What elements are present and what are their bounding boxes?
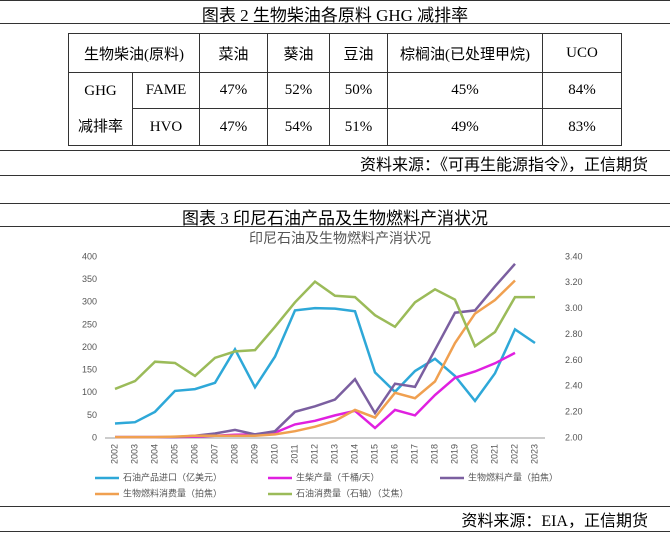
legend-label: 生柴产量（千桶/天）	[296, 471, 380, 482]
x-tick-label: 2010	[269, 444, 279, 464]
cell: 49%	[387, 108, 543, 146]
cell: 84%	[542, 72, 622, 109]
header-cell: 葵油	[267, 33, 330, 73]
source: 资料来源：EIA，正信期货	[461, 513, 648, 530]
x-tick-label: 2011	[289, 444, 299, 463]
x-tick-label: 2003	[129, 444, 139, 464]
x-tick-label: 2008	[229, 444, 239, 464]
header-cell: 棕榈油(已处理甲烷)	[387, 33, 543, 73]
y2-tick-label: 2.00	[565, 432, 583, 442]
x-tick-label: 2006	[189, 444, 199, 464]
x-tick-label: 2023	[529, 444, 539, 464]
chart: 印尼石油及生物燃料产消状况 0 50 100 150 200 250 300 350 400 2.…	[82, 230, 583, 498]
cell: 50%	[329, 72, 388, 109]
y2-tick-label: 2.60	[565, 355, 583, 365]
x-tick-label: 2014	[349, 444, 359, 464]
y-tick-label: 250	[82, 319, 97, 329]
cell: 51%	[329, 108, 388, 146]
legend-label: 石油消费量（石轴）（艾焦）	[296, 487, 409, 498]
x-tick-label: 2013	[329, 444, 339, 464]
source: 资料来源：《可再生能源指令》，正信期货	[359, 157, 648, 174]
cell: 47%	[199, 72, 268, 109]
rule	[0, 175, 670, 176]
row-label-line: GHG	[84, 83, 117, 99]
rule	[0, 506, 670, 507]
header-cell: 菜油	[199, 33, 268, 73]
x-tick-label: 2021	[489, 444, 499, 464]
y-tick-label: 200	[82, 342, 97, 352]
y-tick-label: 100	[82, 387, 97, 397]
figure-title: 图表 2 生物柴油各原料 GHG 减排率	[0, 0, 670, 25]
series-line	[115, 262, 516, 439]
x-tick-label: 2022	[509, 444, 519, 464]
header-cell: 生物柴油(原料)	[68, 33, 200, 73]
y2-tick-label: 3.40	[565, 251, 583, 261]
cell: 54%	[267, 108, 330, 146]
y2-tick-label: 3.00	[565, 303, 583, 313]
legend-label: 生物燃料消费量（拍焦）	[123, 487, 222, 498]
x-tick-label: 2017	[409, 444, 419, 464]
cell: 47%	[199, 108, 268, 146]
y-tick-label: 400	[82, 251, 97, 261]
y-tick-label: 50	[87, 410, 97, 420]
legend-label: 石油产品进口（亿美元）	[123, 471, 222, 482]
legend-label: 生物燃料产量（拍焦）	[468, 471, 558, 482]
y-tick-label: 350	[82, 274, 97, 284]
x-tick-label: 2004	[149, 444, 159, 464]
series-line	[114, 279, 535, 391]
header-cell: 豆油	[329, 33, 388, 73]
x-tick-label: 2016	[389, 444, 399, 464]
figure-title: 图表 3 印尼石油产品及生物燃料产消状况	[0, 203, 670, 228]
x-tick-label: 2012	[309, 444, 319, 464]
x-tick-label: 2018	[429, 444, 439, 464]
y2-tick-label: 2.20	[565, 407, 583, 417]
y-tick-label: 150	[82, 365, 97, 375]
table: 生物柴油(原料) 菜油 葵油 豆油 棕榈油(已处理甲烷) UCO GHG 减排率 …	[68, 33, 622, 146]
cell: 45%	[387, 72, 543, 109]
y-tick-label: 0	[92, 432, 97, 442]
series-line	[115, 351, 516, 439]
row-label-line: 减排率	[77, 119, 123, 135]
y2-tick-label: 2.40	[565, 381, 583, 391]
x-tick-label: 2005	[169, 444, 179, 464]
x-tick-label: 2002	[109, 444, 119, 464]
cell: HVO	[132, 108, 200, 146]
x-tick-label: 2015	[369, 444, 379, 464]
x-tick-label: 2019	[449, 444, 459, 464]
series-line	[114, 306, 536, 425]
rule	[0, 531, 670, 532]
cell: 52%	[267, 72, 330, 109]
cell: FAME	[132, 72, 200, 109]
series-line	[115, 279, 516, 439]
y2-tick-label: 3.20	[565, 277, 583, 287]
y2-tick-label: 2.80	[565, 329, 583, 339]
x-tick-label: 2007	[209, 444, 219, 464]
rule	[0, 150, 670, 151]
x-tick-label: 2009	[249, 444, 259, 464]
header-cell: UCO	[542, 33, 622, 73]
x-tick-label: 2020	[469, 444, 479, 464]
row-label: GHG 减排率	[68, 72, 133, 146]
chart-title: 印尼石油及生物燃料产消状况	[249, 230, 431, 247]
y-tick-label: 300	[82, 297, 97, 307]
cell: 83%	[542, 108, 622, 146]
